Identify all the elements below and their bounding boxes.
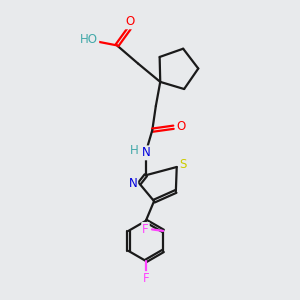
Text: N: N — [128, 177, 137, 190]
Text: H: H — [130, 144, 139, 157]
Text: S: S — [179, 158, 187, 170]
Text: HO: HO — [80, 33, 98, 46]
Text: O: O — [125, 15, 134, 28]
Text: O: O — [176, 120, 185, 133]
Text: F: F — [142, 272, 149, 285]
Text: F: F — [142, 223, 149, 236]
Text: N: N — [142, 146, 151, 159]
